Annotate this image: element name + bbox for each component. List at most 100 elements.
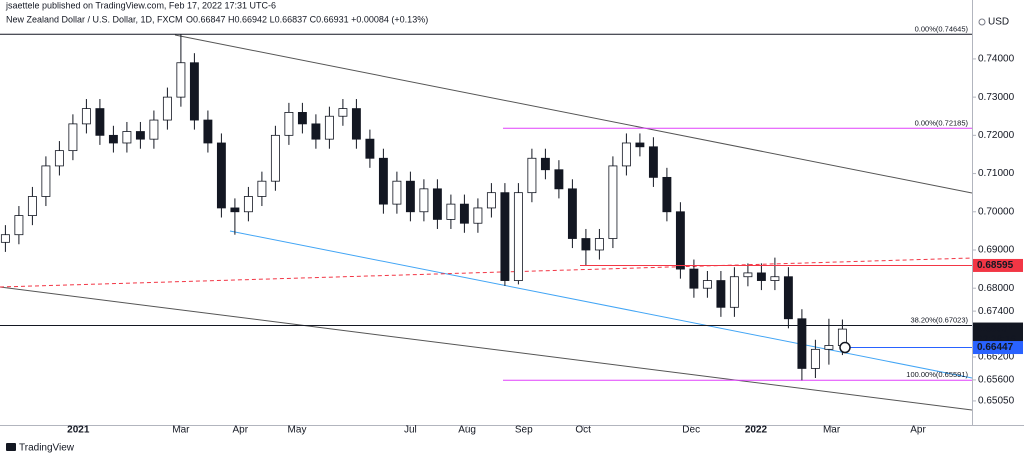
price-tag-label: 0.68595 — [977, 260, 1014, 271]
x-tick-label: Jul — [404, 425, 417, 436]
y-tick-label: 0.73000 — [978, 92, 1015, 103]
y-tick-label: 0.70000 — [978, 206, 1015, 217]
candle-body — [338, 108, 348, 117]
y-tick-label: 0.65050 — [978, 396, 1015, 407]
candle-body — [770, 276, 780, 281]
candle-body — [756, 272, 766, 281]
candle-body — [122, 131, 132, 144]
candle-body — [216, 142, 226, 209]
candle-body — [581, 238, 591, 251]
candle-body — [459, 203, 469, 224]
x-tick-label: Dec — [682, 425, 700, 436]
candle-body — [162, 96, 172, 121]
level-label: 0.00%(0.72185) — [915, 118, 969, 127]
candle-body — [621, 142, 631, 167]
marker-circle — [839, 341, 851, 354]
candle-body — [500, 192, 510, 281]
y-tick-label: 0.72000 — [978, 130, 1015, 141]
candle-body — [824, 345, 834, 350]
price-tag-countdown: 22:28:16 — [977, 335, 1016, 346]
candle-body — [743, 272, 753, 278]
candle-body — [716, 280, 726, 308]
y-tick-label: 0.66200 — [978, 352, 1015, 363]
brand-logo — [6, 443, 16, 451]
y-tick-label: 0.69000 — [978, 245, 1015, 256]
x-tick-label: Oct — [575, 425, 591, 436]
candle-body — [783, 276, 793, 320]
candle-body — [675, 211, 685, 270]
candle-body — [135, 131, 145, 140]
candle-body — [432, 188, 442, 220]
published-line: jsaettele published on TradingView.com, … — [5, 0, 276, 10]
candle-body — [230, 207, 240, 213]
candle-body — [351, 108, 361, 140]
candle-body — [14, 215, 24, 236]
candle-body — [797, 318, 807, 369]
level-label: 0.00%(0.74645) — [915, 24, 969, 33]
candle-body — [284, 112, 294, 136]
candle-body — [446, 203, 456, 220]
candle-body — [486, 192, 496, 209]
candle-body — [729, 276, 739, 308]
candle-body — [554, 169, 564, 190]
candle-body — [257, 180, 267, 197]
candle-body — [0, 234, 10, 243]
y-tick-label: 0.68000 — [978, 283, 1015, 294]
trend-line — [0, 286, 973, 411]
x-tick-label: Apr — [910, 425, 926, 436]
candle-body — [311, 123, 321, 140]
candle-body — [810, 348, 820, 369]
candle-body — [689, 268, 699, 289]
price-tag — [973, 341, 1023, 355]
candle-body — [392, 180, 402, 205]
settings-icon[interactable] — [978, 18, 986, 26]
candle-body — [648, 146, 658, 178]
y-tick-label: 0.74000 — [978, 54, 1015, 65]
x-tick-label: Sep — [515, 425, 533, 436]
candle-body — [540, 157, 550, 171]
candle-body — [405, 180, 415, 213]
candle-body — [243, 196, 253, 213]
brand: TradingView — [19, 443, 75, 454]
candle-body — [419, 188, 429, 213]
level-label: 38.20%(0.67023) — [910, 316, 968, 325]
candle-body — [702, 280, 712, 289]
level-label: 100.00%(0.65591) — [906, 370, 968, 379]
candle-body — [378, 157, 388, 205]
price-tag-label: 0.66447 — [977, 342, 1014, 353]
candle-body — [662, 176, 672, 213]
candle-body — [567, 188, 577, 239]
candle-body — [68, 123, 78, 152]
x-tick-label: Mar — [823, 425, 841, 436]
currency[interactable]: USD — [988, 17, 1009, 28]
candle-body — [527, 157, 537, 194]
x-tick-label: Apr — [233, 425, 249, 436]
x-tick-label: 2021 — [67, 425, 90, 436]
symbol: New Zealand Dollar / U.S. Dollar, 1D, FX… — [6, 14, 183, 24]
x-tick-label: 2022 — [745, 425, 768, 436]
candle-body — [203, 119, 213, 144]
x-tick-label: May — [288, 425, 307, 436]
candle-body — [41, 165, 51, 197]
candle-body — [297, 112, 307, 125]
candle-body — [270, 134, 280, 182]
candle-body — [81, 108, 91, 125]
y-tick-label: 0.71000 — [978, 168, 1015, 179]
candle-body — [608, 165, 618, 239]
candle-body — [594, 238, 604, 251]
x-tick-label: Aug — [458, 425, 476, 436]
candle-body — [513, 192, 523, 281]
plot-area — [0, 33, 973, 411]
candle-body — [635, 142, 645, 148]
candle-body — [473, 207, 483, 224]
trend-line — [0, 257, 973, 288]
candle-body — [27, 196, 37, 216]
candle-body — [176, 62, 186, 98]
x-tick-label: Mar — [172, 425, 190, 436]
candle-body — [95, 108, 105, 136]
candle-body — [108, 134, 118, 144]
candle-body — [189, 62, 199, 121]
candle-body — [54, 150, 64, 167]
